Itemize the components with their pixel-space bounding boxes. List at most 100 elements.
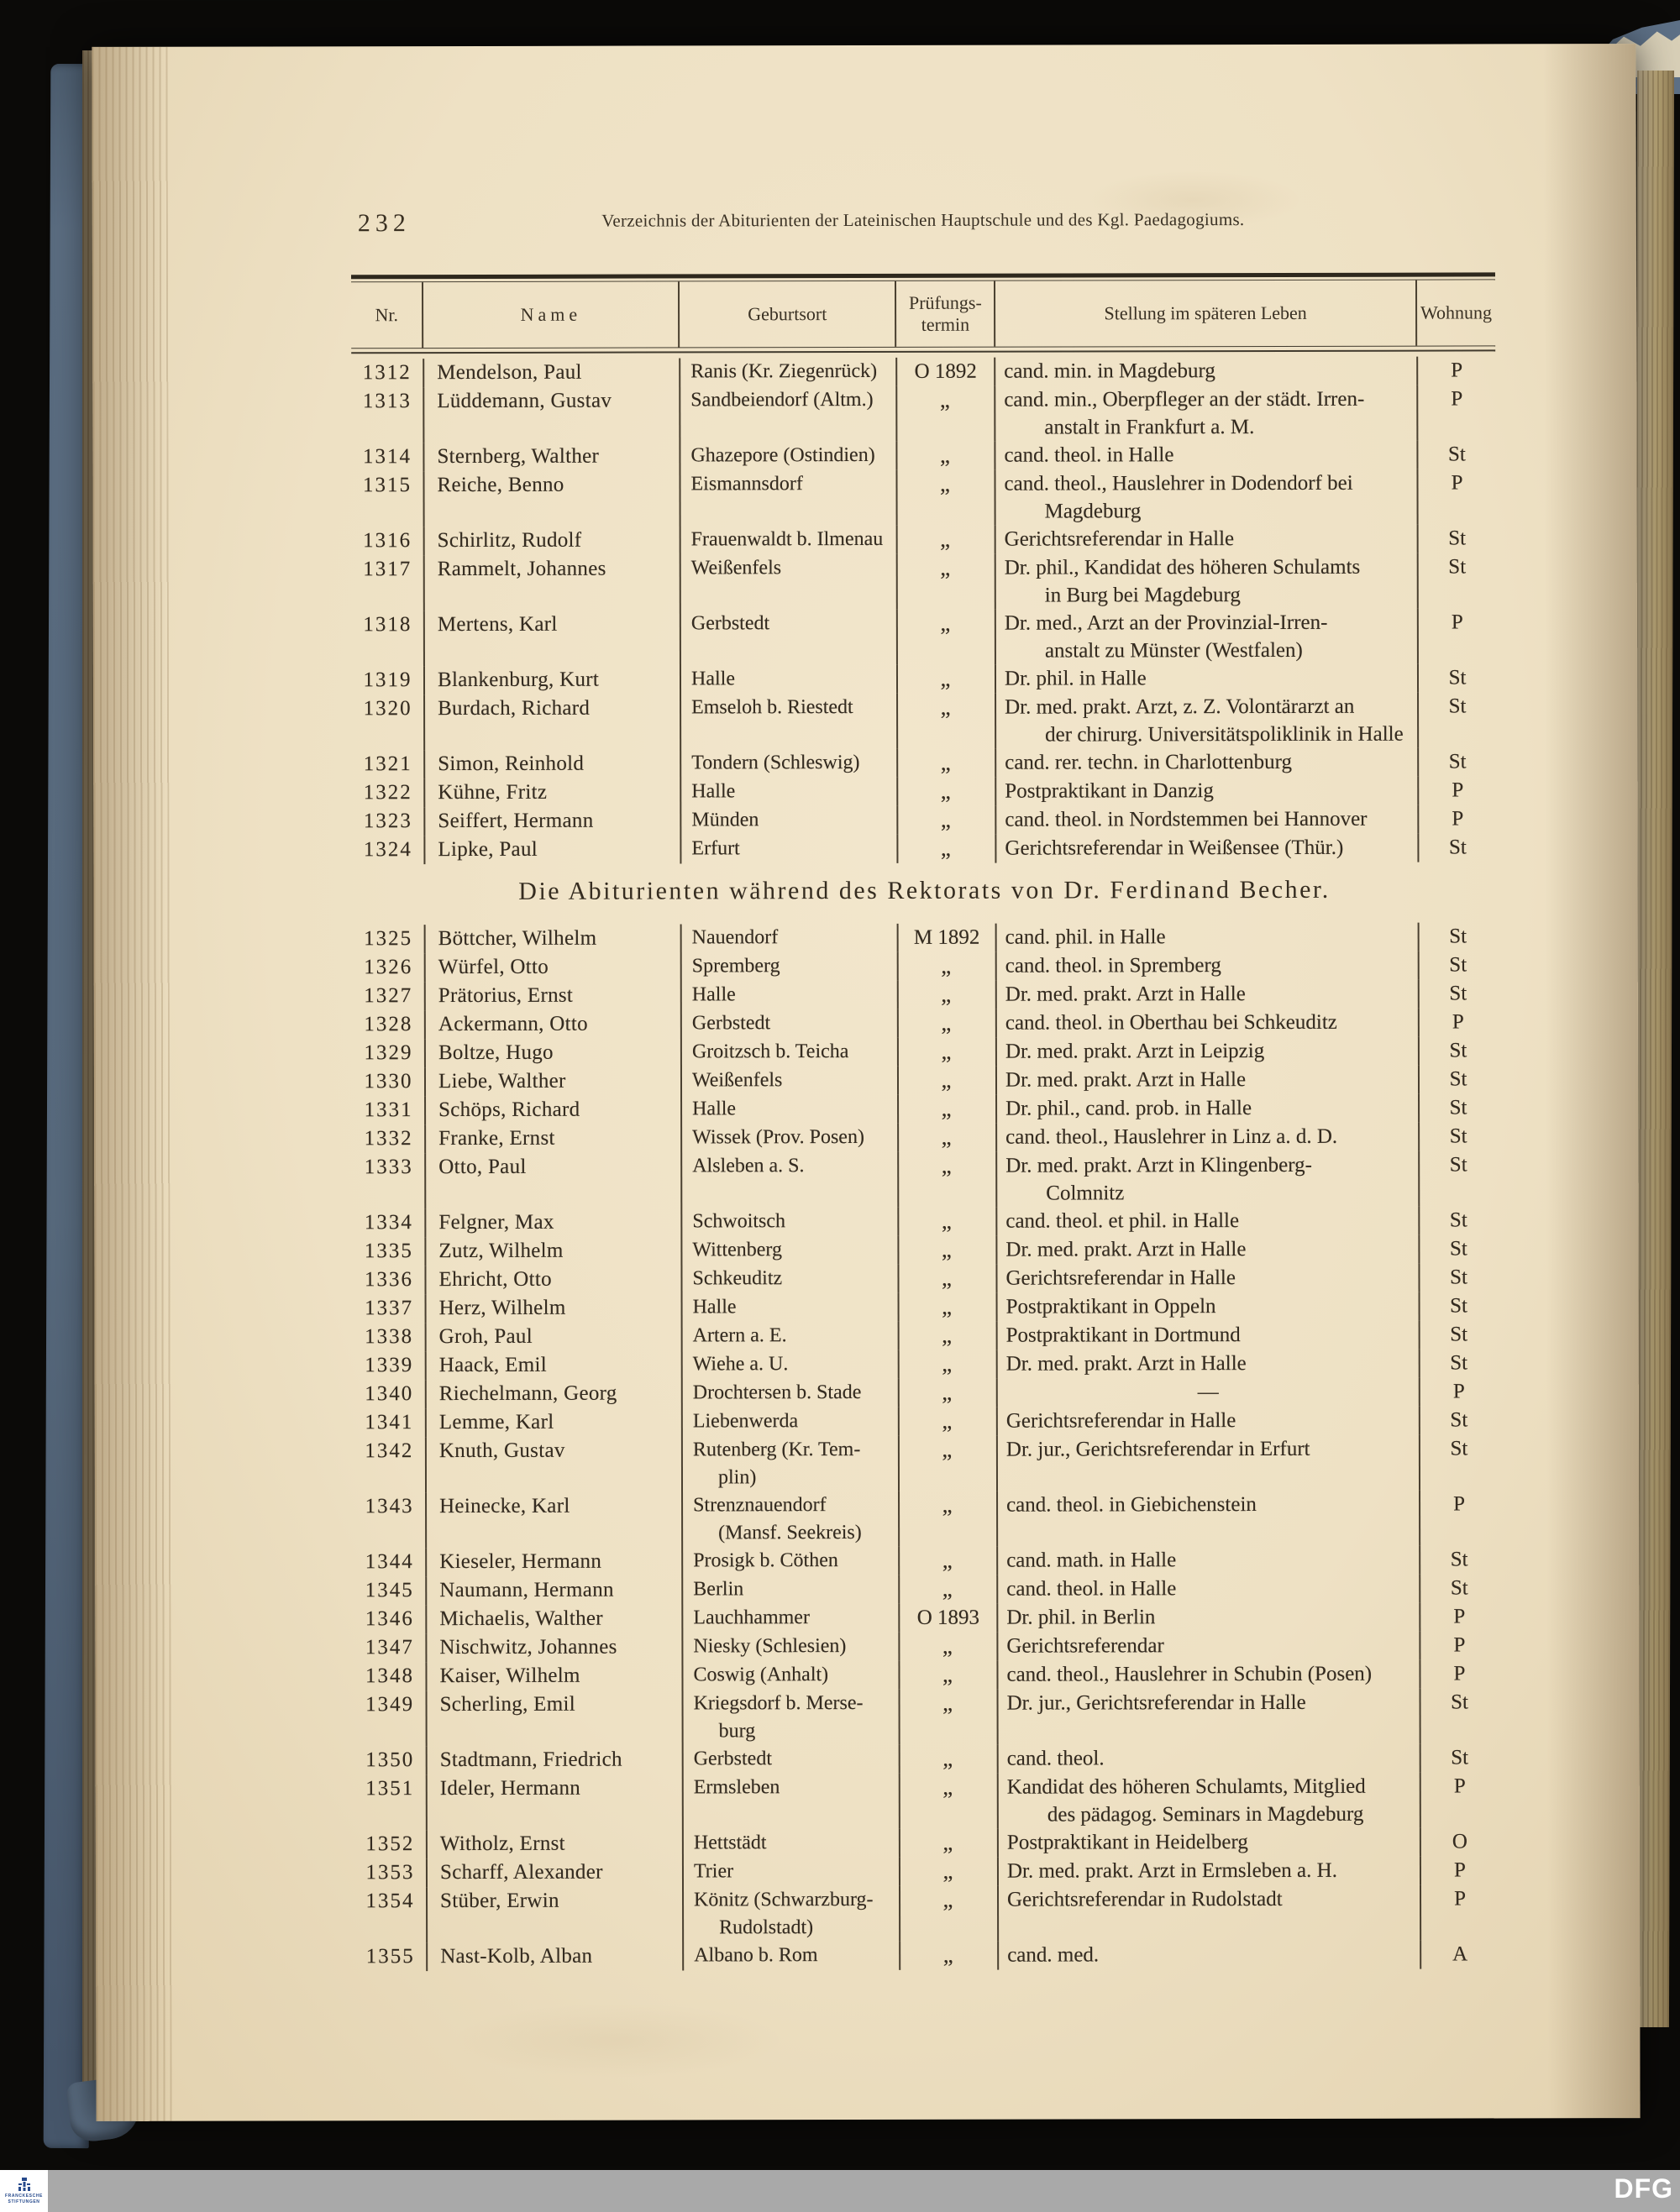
cell-wohnung: St xyxy=(1417,979,1497,1009)
cell-name: Rammelt, Johannes xyxy=(423,554,680,611)
cell-geburtsort: Hettstädt xyxy=(681,1828,899,1858)
cell-name: Böttcher, Wilhelm xyxy=(423,924,680,954)
cell-name: Kieseler, Hermann xyxy=(425,1547,682,1577)
cell-stellung: Dr. med. prakt. Arzt, z. Z. Volontärarzt… xyxy=(995,692,1418,749)
table-row: 1318 Mertens, Karl Gerbstedt „ Dr. med., Arz… xyxy=(352,608,1496,667)
cell-wohnung: St xyxy=(1419,1574,1499,1603)
cell-name: Burdach, Richard xyxy=(423,694,680,751)
cell-name: Ideler, Hermann xyxy=(425,1774,682,1831)
cell-geburtsort: Gerbstedt xyxy=(681,1744,899,1774)
cell-name: Scherling, Emil xyxy=(425,1690,682,1747)
cell-wohnung: St xyxy=(1418,1292,1498,1321)
cell-nr: 1329 xyxy=(364,1041,413,1065)
cell-name: Ackermann, Otto xyxy=(423,1009,680,1040)
dfg-logo: DFG xyxy=(1614,2173,1673,2204)
cell-termin: „ xyxy=(895,469,995,526)
cell-termin: „ xyxy=(898,1660,997,1690)
column-header-geburtsort-label: Geburtsort xyxy=(748,303,827,325)
cell-geburtsort: Frauenwaldt b. Ilmenau xyxy=(679,525,896,555)
cell-nr: 1324 xyxy=(363,838,412,862)
cell-termin: „ xyxy=(896,777,995,806)
cell-geburtsort: Halle xyxy=(680,1094,898,1124)
cell-termin: „ xyxy=(897,1350,996,1379)
cell-nr: 1340 xyxy=(365,1382,414,1406)
cell-nr: 1345 xyxy=(365,1579,414,1602)
cell-stellung: Gerichtsreferendar in Halle xyxy=(995,1263,1419,1293)
cell-wohnung: P xyxy=(1416,608,1496,664)
cell-stellung: Gerichtsreferendar in Rudolstadt xyxy=(997,1884,1420,1942)
cell-geburtsort: Wittenberg xyxy=(680,1235,898,1266)
cell-termin: „ xyxy=(898,1744,997,1774)
cell-geburtsort: Lauchhammer xyxy=(681,1603,899,1633)
cell-wohnung: St xyxy=(1418,1206,1498,1235)
cell-stellung: Postpraktikant in Heidelberg xyxy=(996,1827,1420,1858)
cell-name: Haack, Emil xyxy=(424,1350,681,1381)
table-row: 1352 Witholz, Ernst Hettstädt „ Postpraktika… xyxy=(354,1827,1499,1859)
cell-geburtsort: Drochtersen b. Stade xyxy=(680,1378,898,1408)
cell-nr: 1347 xyxy=(365,1636,414,1659)
table-row: 1339 Haack, Emil Wiehe a. U. „ Dr. med. prak… xyxy=(354,1349,1498,1381)
table-row: 1314 Sternberg, Walther Ghazepore (Ostindi… xyxy=(351,440,1496,472)
cell-stellung: Dr. med. prakt. Arzt in Halle xyxy=(995,1065,1419,1095)
cell-name: Riechelmann, Georg xyxy=(424,1379,681,1409)
cell-wohnung: St xyxy=(1417,1036,1497,1066)
cell-name: Kaiser, Wilhelm xyxy=(425,1661,682,1691)
column-header-stellung: Stellung im späteren Leben xyxy=(994,280,1415,347)
cell-termin: „ xyxy=(897,1321,996,1350)
cell-geburtsort: Spremberg xyxy=(680,951,897,982)
cell-termin: „ xyxy=(899,1941,998,1970)
library-logo-text-line2: STIFTUNGEN xyxy=(8,2199,40,2204)
cell-termin: „ xyxy=(895,441,995,470)
cell-stellung: cand. theol. xyxy=(996,1743,1420,1774)
cell-geburtsort: Trier xyxy=(681,1857,900,1887)
cell-name: Simon, Reinhold xyxy=(423,749,680,779)
table-row: 1316 Schirlitz, Rudolf Frauenwaldt b. Ilme… xyxy=(352,524,1496,556)
column-header-name: Name xyxy=(422,281,679,349)
cell-wohnung: St xyxy=(1417,747,1497,777)
cell-stellung: Dr. jur., Gerichtsreferendar in Erfurt xyxy=(995,1434,1420,1491)
cell-stellung: Dr. phil. in Halle xyxy=(994,663,1418,694)
table-row: 1346 Michaelis, Walther Lauchhammer O 1893 D… xyxy=(354,1602,1499,1634)
cell-geburtsort: Gerbstedt xyxy=(680,1009,897,1039)
cell-name: Mertens, Karl xyxy=(423,610,680,667)
table-row: 1327 Prätorius, Ernst Halle „ Dr. med. prakt… xyxy=(353,979,1497,1011)
cell-geburtsort: Sandbeiendorf (Altm.) xyxy=(679,385,896,443)
cell-stellung: Dr. med. prakt. Arzt in Ermsleben a. H. xyxy=(996,1856,1420,1886)
cell-stellung: Gerichtsreferendar in Weißensee (Thür.) xyxy=(995,833,1418,863)
table-row: 1340 Riechelmann, Georg Drochtersen b. Sta… xyxy=(354,1377,1498,1409)
cell-stellung: cand. theol. in Giebichenstein xyxy=(996,1490,1420,1547)
cell-termin: „ xyxy=(896,1066,996,1095)
cell-nr: 1325 xyxy=(364,927,413,951)
cell-stellung: — xyxy=(995,1377,1419,1407)
cell-nr: 1327 xyxy=(364,984,413,1008)
cell-wohnung: P xyxy=(1419,1659,1499,1689)
cell-geburtsort: Berlin xyxy=(681,1575,899,1605)
cell-nr: 1334 xyxy=(364,1211,413,1234)
cell-wohnung: P xyxy=(1418,1377,1498,1407)
cell-termin: „ xyxy=(895,664,995,694)
cell-name: Lipke, Paul xyxy=(423,835,680,865)
cell-nr: 1317 xyxy=(363,558,412,581)
column-header-wohnung-label: Wohnung xyxy=(1420,301,1492,323)
cell-name: Ehricht, Otto xyxy=(424,1265,681,1295)
cell-termin: „ xyxy=(896,693,995,749)
cell-termin: „ xyxy=(896,951,995,981)
table-row: 1323 Seiffert, Hermann Münden „ cand. theol.… xyxy=(352,805,1497,836)
cell-wohnung: St xyxy=(1417,922,1497,951)
cell-termin: „ xyxy=(896,980,995,1009)
column-header-stellung-label: Stellung im späteren Leben xyxy=(1104,301,1307,324)
cell-stellung: cand. theol. in Halle xyxy=(996,1574,1420,1604)
cell-wohnung: St xyxy=(1419,1743,1499,1773)
cell-geburtsort: Weißenfels xyxy=(680,1066,898,1096)
cell-stellung: Dr. med. prakt. Arzt in Leipzig xyxy=(995,1036,1418,1067)
table-row: 1335 Zutz, Wilhelm Wittenberg „ Dr. med. pra… xyxy=(353,1234,1498,1266)
cell-geburtsort: Wiehe a. U. xyxy=(680,1350,898,1380)
cell-termin: „ xyxy=(897,1292,996,1322)
cell-geburtsort: Ranis (Kr. Ziegenrück) xyxy=(679,357,896,387)
cell-geburtsort: Halle xyxy=(680,980,897,1010)
cell-stellung: cand. theol. in Nordstemmen bei Hannover xyxy=(995,805,1418,835)
cell-name: Michaelis, Walther xyxy=(425,1604,682,1634)
cell-name: Boltze, Hugo xyxy=(423,1038,680,1068)
cell-stellung: cand. min., Oberpfleger an der städt. Ir… xyxy=(994,385,1417,442)
